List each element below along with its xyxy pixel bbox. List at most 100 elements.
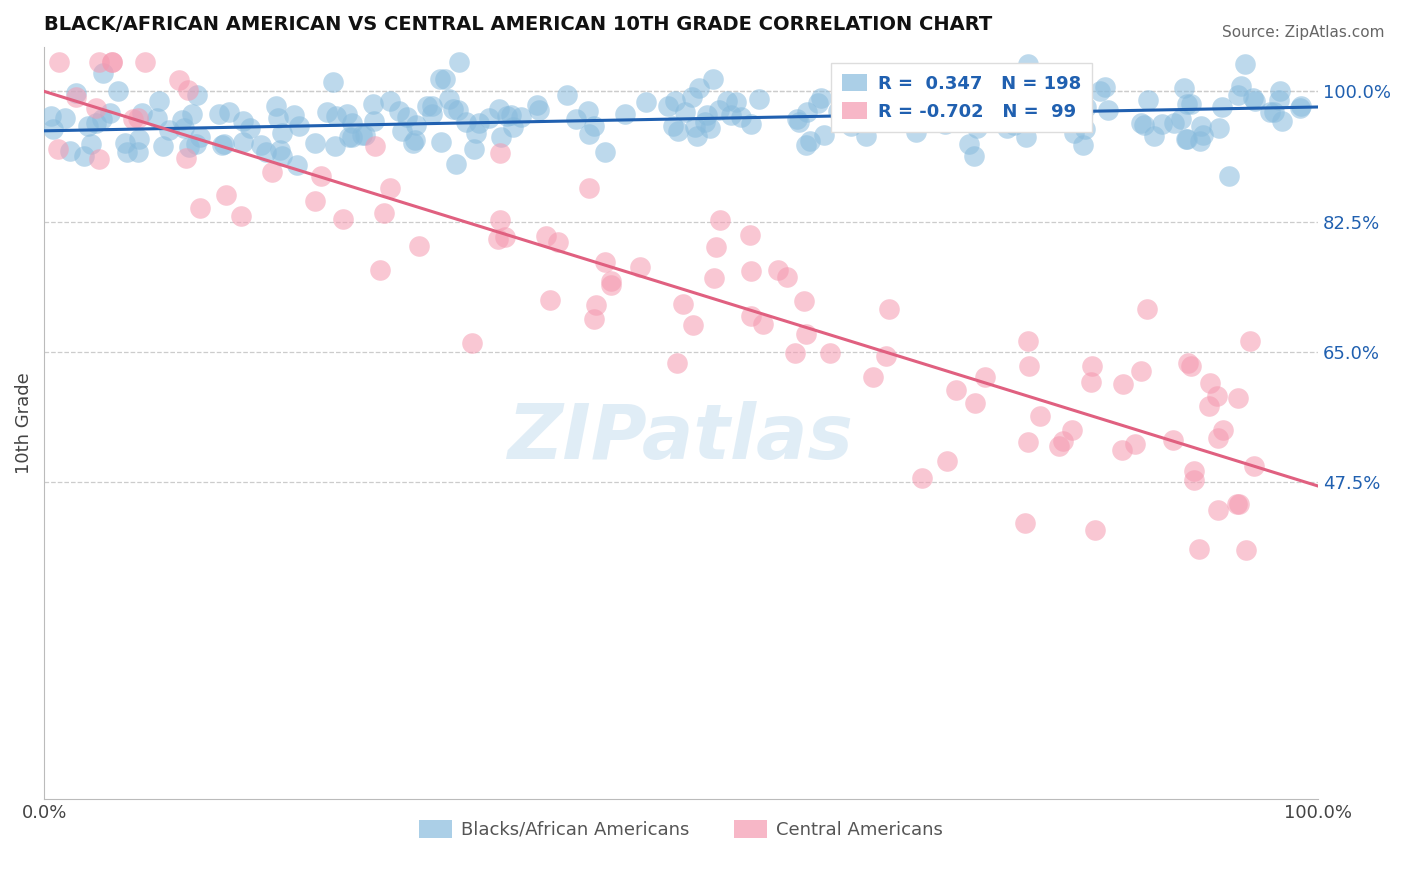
Point (873, 111, 896, 125)
Point (1258, 105, 1281, 120)
Point (1234, 543, 1257, 558)
Point (614, 107, 637, 121)
Y-axis label: 10th Grade: 10th Grade (15, 372, 32, 474)
Point (1271, 113, 1294, 128)
Text: Source: ZipAtlas.com: Source: ZipAtlas.com (1222, 25, 1385, 40)
Point (342, 129, 364, 144)
Point (720, 108, 742, 122)
Point (441, 102, 464, 116)
Point (1182, 473, 1205, 487)
Point (578, 128, 600, 142)
Point (1111, 376, 1133, 391)
Point (1074, 121, 1097, 136)
Point (1047, 439, 1070, 453)
Point (65, 90, 87, 104)
Point (1268, 93, 1291, 107)
Point (1129, 116, 1152, 130)
Point (565, 112, 588, 126)
Point (444, 157, 467, 171)
Point (740, 264, 762, 278)
Point (1218, 169, 1240, 184)
Point (1063, 126, 1085, 140)
Point (1123, 437, 1146, 451)
Point (388, 103, 411, 118)
Point (1002, 95, 1025, 110)
Point (378, 94, 401, 108)
Point (1175, 132, 1198, 146)
Point (1080, 375, 1102, 389)
Point (683, 120, 706, 134)
Point (752, 317, 775, 331)
Point (188, 130, 211, 145)
Point (238, 121, 260, 136)
Point (430, 135, 453, 149)
Point (973, 369, 995, 384)
Point (1054, 110, 1077, 124)
Point (1226, 88, 1249, 103)
Point (673, 105, 696, 120)
Point (945, 383, 967, 397)
Point (186, 87, 208, 102)
Point (966, 120, 988, 135)
Point (373, 206, 395, 220)
Point (211, 137, 233, 152)
Point (173, 120, 195, 135)
Point (229, 210, 252, 224)
Point (855, 129, 877, 144)
Point (439, 92, 461, 106)
Point (1076, 100, 1098, 114)
Point (264, 99, 287, 113)
Point (716, 94, 738, 108)
Point (685, 128, 707, 143)
Point (101, 54, 124, 69)
Point (957, 136, 980, 151)
Point (122, 112, 145, 127)
Point (672, 297, 695, 311)
Point (555, 87, 578, 102)
Point (502, 120, 524, 134)
Point (336, 107, 359, 121)
Point (65, 87, 87, 101)
Point (53, 111, 76, 125)
Point (702, 71, 724, 86)
Point (818, 345, 841, 359)
Point (1150, 117, 1173, 131)
Point (1206, 503, 1229, 517)
Point (936, 454, 959, 468)
Point (593, 145, 616, 159)
Point (1017, 434, 1039, 449)
Point (935, 93, 957, 107)
Point (1071, 138, 1094, 153)
Point (170, 112, 193, 127)
Point (682, 318, 704, 332)
Point (131, 105, 153, 120)
Point (1189, 134, 1212, 148)
Point (783, 346, 806, 360)
Point (463, 142, 485, 156)
Point (115, 145, 138, 159)
Point (839, 91, 862, 105)
Point (1177, 356, 1199, 370)
Point (793, 294, 815, 309)
Point (488, 146, 510, 161)
Point (499, 108, 522, 122)
Point (212, 136, 235, 151)
Point (1234, 57, 1257, 71)
Point (1243, 459, 1265, 474)
Point (1130, 364, 1153, 378)
Point (1084, 523, 1107, 537)
Point (662, 119, 685, 133)
Point (90, 112, 112, 126)
Point (748, 92, 770, 106)
Point (42, 122, 65, 136)
Point (693, 114, 716, 128)
Point (285, 158, 308, 172)
Point (838, 86, 860, 100)
Point (316, 104, 339, 119)
Point (378, 181, 401, 195)
Point (391, 124, 413, 138)
Point (77, 119, 100, 133)
Point (934, 117, 956, 131)
Point (794, 326, 817, 341)
Point (696, 108, 718, 122)
